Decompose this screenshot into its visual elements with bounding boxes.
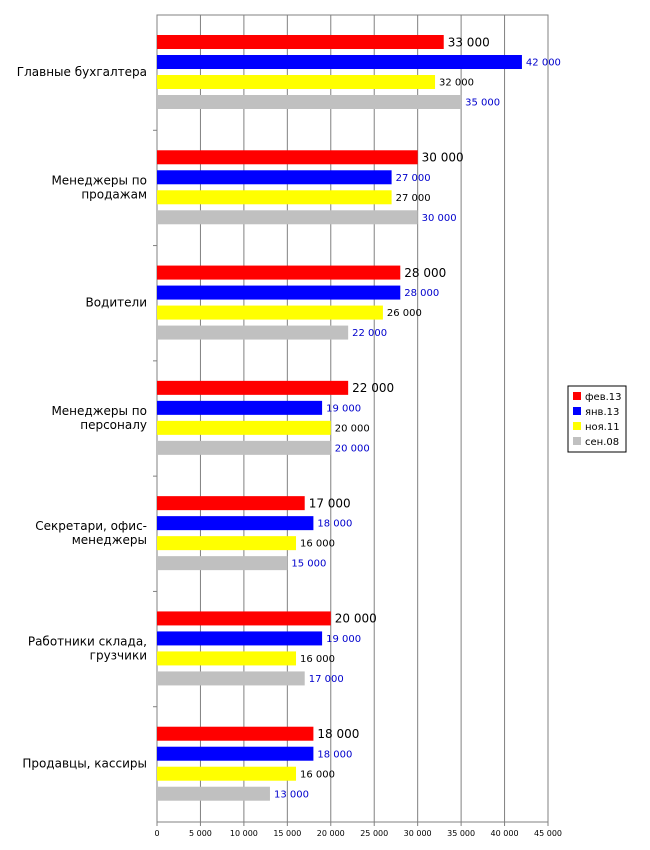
category-label: продажам	[81, 187, 147, 201]
data-label: 30 000	[422, 213, 457, 224]
data-label: 17 000	[309, 674, 344, 685]
bar	[157, 786, 270, 801]
legend-swatch	[573, 437, 581, 445]
x-tick-label: 5 000	[189, 829, 212, 838]
data-label: 17 000	[309, 496, 351, 510]
category-label: Менеджеры по	[51, 404, 147, 418]
data-label: 35 000	[465, 98, 500, 109]
data-label: 13 000	[274, 789, 309, 800]
x-tick-label: 15 000	[273, 829, 301, 838]
data-label: 26 000	[387, 308, 422, 319]
bar	[157, 190, 392, 205]
data-labels: 33 000 42 000 32 000 35 000 30 000 27 000 27 0…	[274, 35, 561, 800]
bar	[157, 285, 401, 300]
category-label: грузчики	[90, 648, 147, 662]
bar	[157, 496, 305, 511]
bar	[157, 325, 349, 340]
category-label: Водители	[85, 296, 147, 310]
category-label: Главные бухгалтера	[17, 65, 147, 79]
bar	[157, 671, 305, 686]
data-label: 20 000	[335, 423, 370, 434]
bar	[157, 305, 383, 320]
data-label: 15 000	[291, 559, 326, 570]
data-label: 20 000	[335, 612, 377, 626]
bar	[157, 55, 522, 69]
legend-label: фев.13	[585, 392, 622, 403]
bar	[157, 400, 323, 415]
category-label: персоналу	[80, 418, 147, 432]
x-tick-label: 35 000	[447, 829, 475, 838]
category-label: Продавцы, кассиры	[22, 757, 147, 771]
data-label: 27 000	[396, 193, 431, 204]
x-tick-label: 45 000	[534, 829, 562, 838]
x-tick-label: 40 000	[491, 829, 519, 838]
data-label: 33 000	[448, 35, 490, 49]
bar	[157, 380, 349, 395]
category-label: Работники склада,	[28, 634, 147, 648]
bar	[157, 516, 314, 531]
category-label: менеджеры	[72, 533, 147, 547]
data-label: 32 000	[439, 78, 474, 89]
bar	[157, 150, 418, 165]
x-tick-label: 20 000	[317, 829, 345, 838]
x-axis-ticks: 0 5 000 10 000 15 000 20 000 25 000 30 000 35 0…	[153, 129, 562, 838]
gridlines	[199, 15, 506, 822]
data-label: 22 000	[352, 328, 387, 339]
bar	[157, 170, 392, 185]
data-label: 18 000	[317, 519, 352, 530]
data-label: 16 000	[300, 539, 335, 550]
data-label: 16 000	[300, 769, 335, 780]
x-tick-label: 30 000	[404, 829, 432, 838]
legend: фев.13 янв.13 ноя.11 сен.08	[567, 385, 627, 453]
data-label: 42 000	[526, 58, 561, 69]
data-label: 28 000	[404, 266, 446, 280]
category-label: Менеджеры по	[51, 173, 147, 187]
x-tick-label: 0	[154, 829, 159, 838]
data-label: 18 000	[317, 727, 359, 741]
bar	[157, 210, 418, 225]
bar	[157, 766, 297, 781]
data-label: 22 000	[352, 381, 394, 395]
bar	[157, 611, 331, 626]
data-label: 28 000	[404, 288, 439, 299]
legend-label: ноя.11	[585, 422, 620, 433]
bar	[157, 651, 297, 666]
bar	[157, 265, 401, 280]
data-label: 20 000	[335, 443, 370, 454]
bars	[157, 35, 522, 801]
bar	[157, 631, 323, 646]
bar	[157, 440, 331, 455]
bar	[157, 726, 314, 741]
bar	[157, 75, 436, 89]
bar	[157, 536, 297, 551]
bar	[157, 95, 462, 109]
plot-frame	[156, 14, 549, 823]
data-label: 19 000	[326, 634, 361, 645]
data-label: 16 000	[300, 654, 335, 665]
bar	[157, 556, 288, 571]
bar	[157, 420, 331, 435]
x-tick-label: 25 000	[360, 829, 388, 838]
legend-label: сен.08	[585, 437, 619, 448]
data-label: 27 000	[396, 173, 431, 184]
x-tick-label: 10 000	[230, 829, 258, 838]
data-label: 19 000	[326, 403, 361, 414]
data-label: 18 000	[317, 749, 352, 760]
bar	[157, 35, 444, 49]
category-label: Секретари, офис-	[35, 519, 147, 533]
bar	[157, 746, 314, 761]
legend-swatch	[573, 422, 581, 430]
legend-swatch	[573, 407, 581, 415]
legend-label: янв.13	[585, 407, 619, 418]
legend-swatch	[573, 392, 581, 400]
data-label: 30 000	[422, 151, 464, 165]
